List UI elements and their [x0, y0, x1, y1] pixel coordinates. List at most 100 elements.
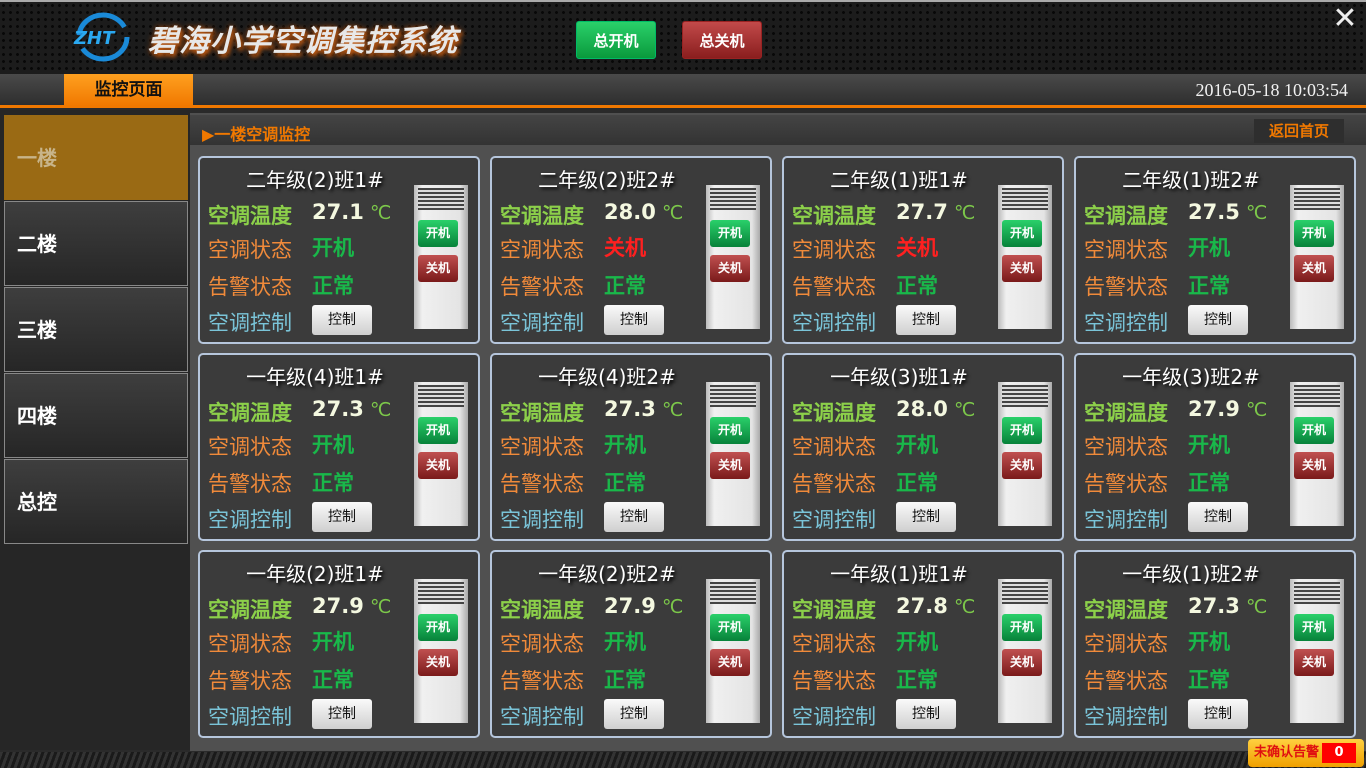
main-panel: ▶一楼空调监控 返回首页 二年级(2)班1# 空调温度 27.1 ℃ 空调状态 … — [190, 113, 1366, 751]
unit-on-button[interactable]: 开机 — [710, 417, 750, 444]
state-label: 空调状态 — [500, 435, 584, 459]
unit-off-button[interactable]: 关机 — [710, 255, 750, 282]
control-button[interactable]: 控制 — [312, 699, 372, 729]
control-label: 空调控制 — [1084, 705, 1168, 729]
temp-unit: ℃ — [662, 202, 684, 224]
unit-name: 一年级(3)班2# — [1122, 365, 1260, 389]
temp-value: 27.3 — [312, 397, 364, 421]
control-button[interactable]: 控制 — [896, 699, 956, 729]
ac-grille-icon — [1002, 385, 1048, 407]
unit-on-button[interactable]: 开机 — [418, 220, 458, 247]
unit-on-button[interactable]: 开机 — [1002, 614, 1042, 641]
state-label: 空调状态 — [792, 238, 876, 262]
unit-off-button[interactable]: 关机 — [1002, 255, 1042, 282]
ac-unit-image: 开机 关机 — [998, 382, 1052, 526]
alarm-value: 正常 — [896, 471, 938, 495]
footer — [0, 752, 1366, 768]
alarm-value: 正常 — [604, 668, 646, 692]
sidebar-item-floor-5[interactable]: 总控 — [4, 459, 188, 544]
ac-unit-image: 开机 关机 — [1290, 579, 1344, 723]
unit-name: 一年级(1)班1# — [830, 562, 968, 586]
unconfirmed-alarm-button[interactable]: 未确认告警 0 — [1248, 739, 1364, 767]
unit-off-button[interactable]: 关机 — [1294, 452, 1334, 479]
state-value: 开机 — [1188, 630, 1230, 654]
ac-unit-card: 二年级(1)班2# 空调温度 27.5 ℃ 空调状态 开机 告警状态 正常 空调… — [1074, 156, 1356, 344]
temp-label: 空调温度 — [1084, 598, 1168, 622]
unit-off-button[interactable]: 关机 — [1294, 649, 1334, 676]
unit-name: 二年级(1)班1# — [830, 168, 968, 192]
ac-unit-image: 开机 关机 — [414, 579, 468, 723]
ac-unit-image: 开机 关机 — [414, 185, 468, 329]
unit-name: 一年级(4)班2# — [538, 365, 676, 389]
unit-on-button[interactable]: 开机 — [710, 220, 750, 247]
alarm-label: 告警状态 — [792, 275, 876, 299]
unit-on-button[interactable]: 开机 — [1294, 417, 1334, 444]
unit-on-button[interactable]: 开机 — [418, 417, 458, 444]
alarm-value: 正常 — [312, 668, 354, 692]
control-button[interactable]: 控制 — [604, 502, 664, 532]
state-label: 空调状态 — [792, 632, 876, 656]
sidebar-item-floor-4[interactable]: 四楼 — [4, 373, 188, 458]
close-icon[interactable]: ✕ — [1332, 1, 1358, 36]
svg-text:ZHT: ZHT — [73, 28, 116, 49]
sidebar-item-floor-3[interactable]: 三楼 — [4, 287, 188, 372]
control-button[interactable]: 控制 — [896, 502, 956, 532]
unit-off-button[interactable]: 关机 — [1002, 452, 1042, 479]
control-button[interactable]: 控制 — [604, 305, 664, 335]
unit-on-button[interactable]: 开机 — [710, 614, 750, 641]
temp-unit: ℃ — [370, 399, 392, 421]
unit-on-button[interactable]: 开机 — [1002, 417, 1042, 444]
ac-grille-icon — [1002, 188, 1048, 210]
all-off-button[interactable]: 总关机 — [682, 21, 762, 59]
control-button[interactable]: 控制 — [312, 502, 372, 532]
unit-on-button[interactable]: 开机 — [1294, 220, 1334, 247]
state-label: 空调状态 — [1084, 435, 1168, 459]
unit-on-button[interactable]: 开机 — [418, 614, 458, 641]
control-button[interactable]: 控制 — [1188, 699, 1248, 729]
unit-off-button[interactable]: 关机 — [710, 452, 750, 479]
control-button[interactable]: 控制 — [604, 699, 664, 729]
temp-unit: ℃ — [662, 399, 684, 421]
unit-off-button[interactable]: 关机 — [418, 452, 458, 479]
control-button[interactable]: 控制 — [896, 305, 956, 335]
control-button[interactable]: 控制 — [312, 305, 372, 335]
temp-value: 27.9 — [312, 594, 364, 618]
sidebar: 一楼 二楼 三楼 四楼 总控 — [0, 110, 190, 750]
tab-monitor[interactable]: 监控页面 — [64, 74, 193, 106]
state-label: 空调状态 — [208, 435, 292, 459]
unit-off-button[interactable]: 关机 — [710, 649, 750, 676]
control-label: 空调控制 — [792, 311, 876, 335]
state-label: 空调状态 — [1084, 238, 1168, 262]
unit-name: 一年级(4)班1# — [246, 365, 384, 389]
home-button[interactable]: 返回首页 — [1254, 119, 1344, 143]
control-button[interactable]: 控制 — [1188, 305, 1248, 335]
unit-name: 一年级(3)班1# — [830, 365, 968, 389]
unit-off-button[interactable]: 关机 — [418, 255, 458, 282]
unit-off-button[interactable]: 关机 — [418, 649, 458, 676]
app-title: 碧海小学空调集控系统 — [148, 24, 458, 59]
sidebar-item-floor-2[interactable]: 二楼 — [4, 201, 188, 286]
sidebar-item-floor-1[interactable]: 一楼 — [4, 115, 188, 200]
alarm-value: 正常 — [604, 471, 646, 495]
ac-unit-card: 一年级(1)班2# 空调温度 27.3 ℃ 空调状态 开机 告警状态 正常 空调… — [1074, 550, 1356, 738]
ac-grille-icon — [710, 188, 756, 210]
ac-grille-icon — [418, 188, 464, 210]
unit-name: 一年级(2)班2# — [538, 562, 676, 586]
unit-name: 一年级(2)班1# — [246, 562, 384, 586]
temp-unit: ℃ — [1246, 596, 1268, 618]
unit-off-button[interactable]: 关机 — [1002, 649, 1042, 676]
ac-grille-icon — [1002, 582, 1048, 604]
all-on-button[interactable]: 总开机 — [576, 21, 656, 59]
unit-on-button[interactable]: 开机 — [1002, 220, 1042, 247]
unit-off-button[interactable]: 关机 — [1294, 255, 1334, 282]
alarm-count: 0 — [1322, 743, 1356, 763]
temp-unit: ℃ — [370, 202, 392, 224]
state-label: 空调状态 — [208, 238, 292, 262]
control-button[interactable]: 控制 — [1188, 502, 1248, 532]
control-label: 空调控制 — [500, 705, 584, 729]
state-value: 开机 — [312, 236, 354, 260]
ac-unit-image: 开机 关机 — [998, 579, 1052, 723]
temp-label: 空调温度 — [792, 598, 876, 622]
unit-on-button[interactable]: 开机 — [1294, 614, 1334, 641]
temp-value: 27.5 — [1188, 200, 1240, 224]
